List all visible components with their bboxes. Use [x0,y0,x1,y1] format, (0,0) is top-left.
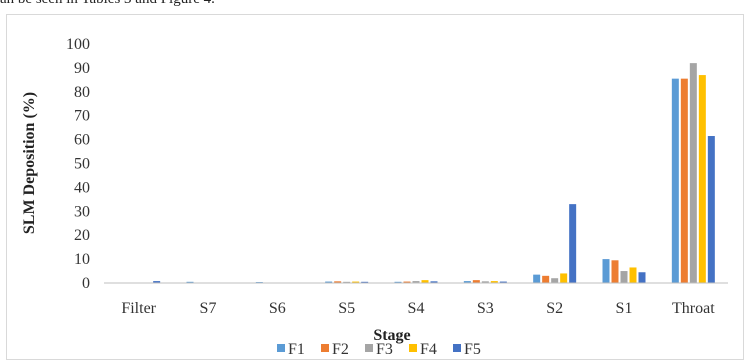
y-tick-label: 60 [74,132,90,149]
x-tick-label: S2 [546,300,563,317]
context-text: an be seen in Tables 3 and Figure 4. [0,0,215,8]
bar-f3-s5 [343,281,351,283]
legend-swatch-f1 [277,344,285,352]
bar-f2-s5 [334,281,342,283]
legend: F1 F2 F3 F4 F5 [277,341,481,358]
bar-f2-s2 [542,275,550,283]
y-axis-ticks: 0 10 20 30 40 50 60 70 80 90 100 [66,36,90,292]
y-tick-label: 80 [74,84,90,101]
legend-swatch-f2 [321,344,329,352]
bar-f4-s2 [560,273,568,283]
y-tick-label: 90 [74,60,90,77]
y-tick-label: 50 [74,156,90,173]
bar-f2-throat [680,78,688,283]
y-tick-label: 10 [74,251,90,268]
bar-f1-s4 [394,281,402,283]
chart-frame [6,14,744,360]
bar-f2-s3 [472,280,480,283]
y-tick-label: 0 [82,275,90,292]
legend-swatch-f5 [453,344,461,352]
bar-f4-s5 [352,281,360,283]
x-tick-label: Throat [672,300,715,317]
y-tick-label: 20 [74,227,90,244]
legend-swatch-f4 [409,344,417,352]
bar-f2-s4 [403,281,411,283]
legend-label-f5: F5 [464,341,481,358]
x-tick-label: S1 [616,300,633,317]
bar-f1-s1 [602,259,610,283]
bar-f5-s4 [430,281,438,283]
bar-f3-s4 [412,281,420,283]
bar-f2-s1 [611,260,619,283]
x-tick-label: S3 [477,300,494,317]
legend-label-f4: F4 [420,341,437,358]
bar-f4-s4 [421,280,429,283]
x-tick-label: S4 [408,300,425,317]
y-tick-label: 100 [66,36,90,53]
bar-f1-s7 [186,281,194,283]
x-axis-ticks: Filter S7 S6 S5 S4 S3 S2 S1 Throat [121,300,715,317]
x-tick-label: S5 [338,300,355,317]
legend-label-f2: F2 [332,341,349,358]
bar-f1-s3 [463,281,471,283]
y-tick-label: 30 [74,203,90,220]
y-axis-label: SLM Deposition (%) [21,92,38,234]
bar-f4-throat [698,75,706,283]
bar-f4-s3 [490,281,498,283]
x-axis-label: Stage [373,327,410,344]
legend-label-f3: F3 [376,341,393,358]
bar-f1-throat [671,78,679,283]
x-tick-label: Filter [121,300,156,317]
bar-f5-s2 [569,204,577,283]
bar-f3-s1 [620,271,628,283]
bar-f1-s2 [533,274,541,283]
bar-f5-throat [707,136,715,283]
legend-swatch-f3 [365,344,373,352]
x-tick-label: S6 [269,300,286,317]
legend-label-f1: F1 [288,341,305,358]
bar-f4-s1 [629,267,637,283]
bar-f5-s5 [361,281,369,283]
bar-f5-filter [153,281,161,283]
bar-f3-s3 [481,281,489,283]
y-tick-label: 70 [74,108,90,125]
bar-f5-s1 [638,272,646,283]
bar-f3-throat [689,63,697,284]
bar-f1-s5 [325,281,333,283]
bar-f3-s2 [551,278,559,283]
x-tick-label: S7 [200,300,217,317]
bars [153,63,715,284]
bar-f5-s3 [499,281,507,283]
y-tick-label: 40 [74,179,90,196]
